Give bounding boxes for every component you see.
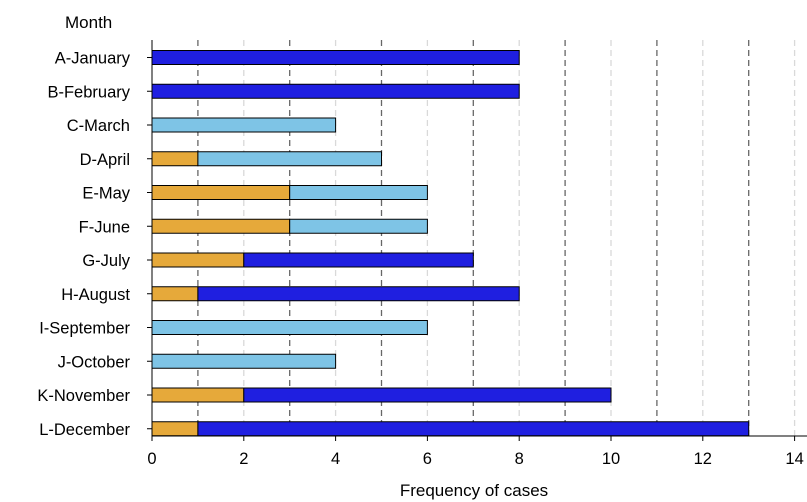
x-axis-title: Frequency of cases bbox=[400, 481, 548, 500]
bar-segment bbox=[289, 185, 428, 200]
bar-segment bbox=[151, 151, 199, 167]
x-tick-labels: 0 2 4 6 8 10 12 14 bbox=[147, 436, 804, 468]
x-tick-label: 2 bbox=[239, 450, 248, 468]
bar-segment bbox=[151, 218, 291, 234]
y-tick-label: H-August bbox=[61, 286, 130, 304]
x-tick-label: 12 bbox=[694, 450, 712, 468]
bar-segment bbox=[151, 286, 199, 302]
bar-segment bbox=[289, 218, 428, 234]
bar-segment bbox=[151, 353, 337, 369]
y-tick-label: L-December bbox=[39, 421, 130, 439]
bar-segment bbox=[243, 387, 612, 403]
bar-segment bbox=[151, 421, 199, 437]
y-tick-label: B-February bbox=[47, 83, 130, 101]
bar-segment bbox=[243, 252, 474, 268]
bar-segment bbox=[151, 117, 337, 133]
y-tick-label: D-April bbox=[80, 151, 130, 169]
y-tick-labels: A-January B-February C-March D-April E-May F-… bbox=[37, 50, 152, 439]
y-tick-label: G-July bbox=[82, 252, 130, 270]
x-tick-label: 10 bbox=[602, 450, 620, 468]
bar-segment bbox=[151, 320, 428, 335]
y-tick-label: J-October bbox=[58, 353, 131, 371]
x-tick-label: 14 bbox=[785, 450, 803, 468]
x-tick-label: 4 bbox=[331, 450, 340, 468]
x-tick-label: 0 bbox=[147, 450, 156, 468]
y-tick-label: K-November bbox=[37, 387, 130, 405]
y-tick-label: E-May bbox=[82, 185, 130, 203]
y-tick-label: I-September bbox=[39, 320, 130, 338]
bar-segment bbox=[197, 421, 750, 437]
bar-segment bbox=[197, 286, 520, 302]
y-tick-label: C-March bbox=[67, 117, 130, 135]
axes bbox=[151, 40, 807, 437]
bar-segment bbox=[197, 151, 382, 167]
x-tick-label: 8 bbox=[515, 450, 524, 468]
y-tick-label: F-June bbox=[79, 218, 130, 236]
bar-segment bbox=[151, 50, 520, 65]
bar-segment bbox=[151, 185, 291, 200]
bars bbox=[151, 50, 750, 437]
bar-segment bbox=[151, 252, 245, 268]
bar-segment bbox=[151, 83, 520, 99]
x-tick-label: 6 bbox=[423, 450, 432, 468]
y-tick-label: A-January bbox=[55, 50, 131, 68]
bar-segment bbox=[151, 387, 245, 403]
y-axis-title: Month bbox=[65, 13, 112, 32]
grid-lines bbox=[197, 40, 796, 436]
